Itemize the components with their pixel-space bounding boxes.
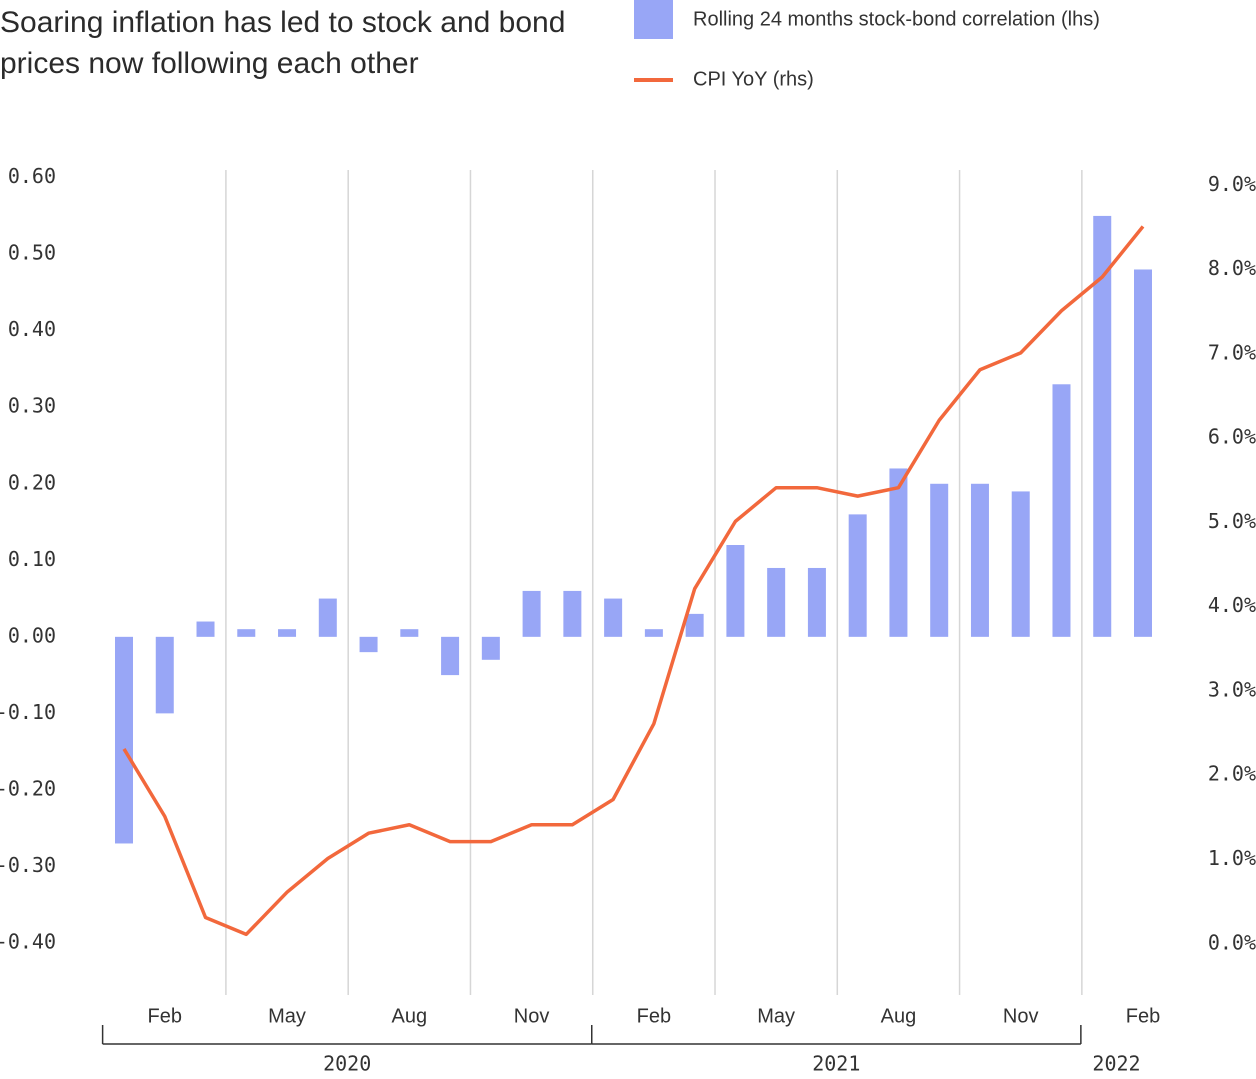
y-tick-label: -0.40 (0, 929, 56, 953)
bar (563, 590, 582, 637)
bar (767, 567, 786, 637)
x-tick-label: Feb (637, 1005, 671, 1027)
bar (115, 636, 133, 844)
bar (889, 468, 908, 637)
x-tick-label: Aug (392, 1005, 428, 1027)
bar (1052, 384, 1071, 637)
year-label: 2021 (812, 1052, 860, 1076)
bar (807, 567, 826, 637)
legend-label: CPI YoY (rhs) (693, 68, 814, 90)
y-tick-label: 0.40 (8, 317, 56, 341)
bar (441, 636, 460, 676)
bar (930, 483, 949, 637)
legend-label: Rolling 24 months stock-bond correlation… (693, 8, 1100, 30)
y2-tick-label: 2.0% (1208, 762, 1256, 786)
y-tick-label: 0.30 (8, 394, 56, 418)
bar (1093, 215, 1112, 637)
year-label: 2020 (323, 1052, 371, 1076)
bar (604, 598, 623, 637)
y2-tick-label: 6.0% (1208, 425, 1256, 449)
bar (644, 629, 663, 637)
y2-tick-label: 0.0% (1208, 930, 1256, 954)
y-tick-label: 0.60 (8, 164, 56, 188)
x-tick-label: Feb (1126, 1005, 1160, 1027)
x-tick-label: Aug (881, 1005, 917, 1027)
bar (237, 629, 256, 637)
x-tick-label: Feb (148, 1005, 182, 1027)
x-tick-label: May (757, 1005, 795, 1027)
y-tick-label: -0.30 (0, 853, 56, 877)
year-label: 2022 (1092, 1052, 1140, 1076)
y2-tick-label: 9.0% (1208, 172, 1256, 196)
bar (970, 483, 989, 637)
bar (481, 636, 500, 660)
bar (400, 629, 419, 637)
y2-tick-label: 4.0% (1208, 593, 1256, 617)
x-tick-label: May (268, 1005, 306, 1027)
y2-tick-label: 8.0% (1208, 256, 1256, 280)
bar (318, 598, 337, 637)
y2-tick-label: 5.0% (1208, 509, 1256, 533)
bar (1011, 491, 1030, 637)
bar (726, 545, 745, 637)
y-tick-label: -0.10 (0, 700, 56, 724)
cpi-line (122, 225, 1145, 937)
y2-tick-label: 1.0% (1208, 846, 1256, 870)
y-tick-label: 0.20 (8, 470, 56, 494)
x-tick-label: Nov (1003, 1005, 1039, 1027)
bar (685, 613, 704, 637)
y-tick-label: 0.50 (8, 241, 56, 265)
legend-swatch (634, 0, 673, 39)
y2-tick-label: 7.0% (1208, 340, 1256, 364)
bar (155, 636, 174, 714)
bar (1134, 269, 1152, 637)
bar (278, 629, 297, 637)
bar (848, 514, 867, 637)
x-tick-label: Nov (514, 1005, 550, 1027)
y-tick-label: 0.00 (8, 623, 56, 647)
bar (196, 621, 215, 637)
y2-tick-label: 3.0% (1208, 677, 1256, 701)
y-tick-label: 0.10 (8, 547, 56, 571)
chart-title: Soaring inflation has led to stock and b… (0, 6, 566, 80)
bar (522, 590, 541, 637)
y-tick-label: -0.20 (0, 776, 56, 800)
bar (359, 636, 378, 653)
